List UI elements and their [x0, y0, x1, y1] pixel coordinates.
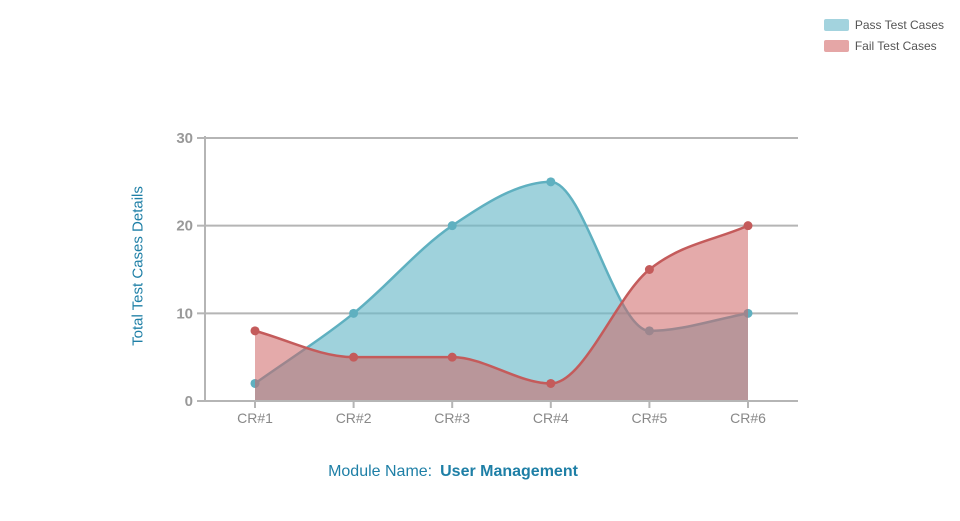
point-fail-3 — [447, 352, 457, 362]
legend-swatch-pass — [823, 18, 849, 31]
y-tick-label-20: 20 — [176, 218, 193, 235]
point-fail-2 — [349, 352, 359, 362]
x-tick-label-1: CR#1 — [237, 410, 273, 426]
point-pass-4 — [546, 177, 556, 187]
y-tick-label-0: 0 — [185, 393, 193, 410]
x-tick-label-2: CR#2 — [336, 410, 372, 426]
module-name-value: User Management — [440, 463, 578, 480]
legend-swatch-fail — [823, 39, 849, 52]
y-tick-label-10: 10 — [176, 305, 193, 322]
legend-item-pass[interactable]: Pass Test Cases — [823, 14, 944, 35]
point-fail-5 — [644, 265, 654, 274]
x-tick-label-4: CR#4 — [533, 410, 569, 426]
series-layer — [250, 177, 753, 401]
point-fail-1 — [250, 326, 260, 336]
x-tick-label-5: CR#5 — [632, 410, 668, 426]
point-pass-3 — [447, 221, 457, 231]
x-tick-label-6: CR#6 — [730, 410, 766, 426]
point-pass-2 — [349, 308, 359, 318]
legend-label-fail: Fail Test Cases — [854, 38, 937, 53]
x-tick-label-3: CR#3 — [434, 410, 470, 426]
y-axis-label: Total Test Cases Details — [129, 186, 147, 346]
axes — [197, 136, 798, 408]
point-fail-4 — [546, 378, 556, 388]
legend: Pass Test Cases Fail Test Cases — [823, 14, 944, 56]
y-tick-label-30: 30 — [176, 130, 193, 147]
point-fail-6 — [743, 221, 753, 231]
line-fail — [254, 224, 749, 385]
legend-item-fail[interactable]: Fail Test Cases — [823, 35, 944, 56]
tick-labels: 0 10 20 30 CR#1 CR#2 CR#3 CR#4 CR#5 CR#6 — [176, 130, 766, 426]
legend-label-pass: Pass Test Cases — [854, 17, 944, 32]
module-caption: Module Name: User Management — [0, 463, 906, 481]
module-name-label: Module Name: — [328, 463, 433, 480]
